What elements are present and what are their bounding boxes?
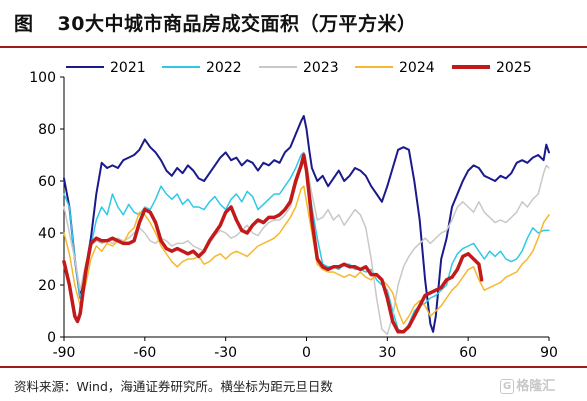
series-line-2025 (62, 153, 484, 334)
y-tick-label: 40 (38, 226, 56, 242)
x-tick-label: 60 (459, 345, 477, 361)
series-lines (62, 115, 550, 336)
x-tick-label: 30 (378, 345, 396, 361)
legend-label-2023: 2023 (303, 60, 339, 76)
legend: 2021 2022 2023 2024 2025 (66, 60, 532, 76)
x-tick-label: -60 (133, 345, 156, 361)
y-tick-label: 80 (38, 122, 56, 138)
chart-axes: 0 20 40 60 80 100 -90 -60 -30 0 30 60 90 (29, 70, 558, 361)
x-tick-label: -90 (53, 345, 76, 361)
x-tick-label: 90 (540, 345, 558, 361)
legend-label-2024: 2024 (399, 60, 435, 76)
header-divider (0, 46, 587, 48)
figure-label: 图 (14, 13, 34, 35)
x-tick-label: -30 (214, 345, 237, 361)
series-line-2024 (63, 185, 550, 325)
source-note: 资料来源：Wind，海通证券研究所。横坐标为距元旦日数 (14, 379, 333, 394)
legend-label-2025: 2025 (496, 60, 532, 76)
y-tick-label: 0 (47, 330, 56, 346)
x-tick-label: 0 (302, 345, 311, 361)
chart-footer: 资料来源：Wind，海通证券研究所。横坐标为距元旦日数 G 格隆汇 (0, 366, 587, 401)
footer-divider (0, 366, 587, 368)
series-line-2021 (63, 115, 550, 333)
chart-title: 图 30大中城市商品房成交面积（万平方米） (14, 9, 416, 36)
watermark-logo-icon: G (500, 379, 515, 394)
legend-label-2021: 2021 (110, 60, 146, 76)
chart-title-text: 30大中城市商品房成交面积（万平方米） (57, 13, 417, 35)
y-tick-label: 20 (38, 278, 56, 294)
watermark: G 格隆汇 (500, 375, 555, 394)
chart-header: 图 30大中城市商品房成交面积（万平方米） (0, 0, 587, 48)
watermark-text: 格隆汇 (516, 379, 556, 394)
y-tick-label: 100 (29, 70, 56, 86)
legend-label-2022: 2022 (206, 60, 242, 76)
y-tick-label: 60 (38, 174, 56, 190)
